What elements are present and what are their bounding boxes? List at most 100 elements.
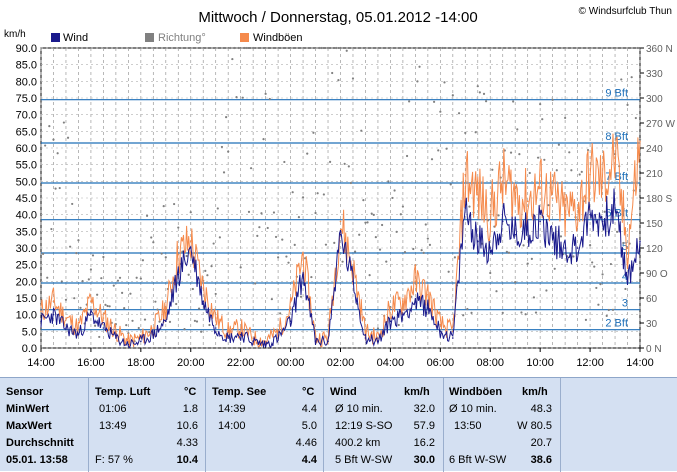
direction-point [279, 312, 282, 315]
x-tick-label: 06:00 [427, 357, 455, 369]
direction-point [187, 273, 190, 276]
direction-point [584, 318, 588, 321]
wind-data-point [626, 280, 629, 283]
direction-point [605, 314, 608, 317]
wind-data-point [302, 273, 304, 276]
wind-avg-value: 16.2 [413, 437, 435, 449]
direction-point [528, 171, 531, 175]
gusts-data-point [127, 340, 130, 343]
direction-point [543, 158, 546, 161]
direction-point [191, 287, 194, 291]
legend-gusts-label: Windböen [253, 32, 303, 44]
direction-point [291, 191, 294, 194]
wind-header: Wind [330, 386, 357, 398]
direction-point [93, 324, 97, 327]
direction-point [391, 196, 394, 200]
direction-point [551, 98, 554, 101]
wind-data-point [414, 300, 417, 303]
wind-data-point [364, 337, 367, 339]
direction-point [150, 236, 153, 239]
gusts-data-point [40, 310, 42, 313]
gusts-data-point [377, 337, 379, 339]
direction-point [204, 269, 207, 272]
direction-point [553, 267, 556, 270]
wind-chart: Mittwoch / Donnerstag, 05.01.2012 -14:00… [4, 6, 675, 369]
direction-point [464, 131, 467, 134]
wind-data-point [589, 213, 591, 216]
direction-point [71, 202, 74, 206]
direction-point [518, 152, 521, 156]
direction-point [235, 96, 238, 99]
gusts-data-point [52, 300, 55, 303]
direction-point [193, 319, 197, 322]
wind-data-point [214, 327, 217, 329]
y2-tick-label: 150 [646, 219, 663, 230]
wind-data-point [314, 340, 317, 343]
chart-title: Mittwoch / Donnerstag, 05.01.2012 -14:00 [198, 9, 477, 26]
wind-data-point [90, 313, 92, 316]
gusts-max-time: 13:50 [454, 420, 482, 432]
direction-point [422, 251, 425, 254]
direction-point [428, 243, 432, 246]
x-tick-label: 00:00 [277, 357, 305, 369]
direction-point [91, 254, 95, 257]
wind-data-point [77, 333, 80, 336]
lake-temp-min-time: 14:39 [218, 403, 246, 415]
direction-point [218, 236, 221, 239]
y-tick-label: 25.0 [16, 260, 37, 272]
gusts-beaufort: 6 Bft W-SW [449, 454, 507, 466]
lake-temp-current: 4.4 [301, 454, 317, 466]
direction-point [536, 156, 540, 159]
direction-point [405, 154, 409, 158]
wind-data-point [377, 340, 379, 343]
direction-point [616, 230, 619, 233]
legend-wind-swatch [51, 33, 60, 42]
direction-point [343, 162, 346, 165]
air-temp-avg-value: 4.33 [176, 437, 198, 449]
direction-point [52, 138, 55, 141]
wind-data-point [164, 320, 167, 323]
direction-point [283, 160, 286, 164]
direction-point [360, 129, 363, 132]
direction-point [572, 255, 575, 258]
direction-point [372, 213, 375, 217]
direction-point [578, 173, 581, 176]
direction-point [416, 80, 419, 83]
direction-point [441, 46, 444, 50]
lake-temp-min-value: 4.4 [301, 403, 317, 415]
wind-data-point [427, 307, 429, 309]
direction-point [87, 278, 90, 281]
direction-point [73, 297, 76, 300]
gusts-data-point [389, 307, 392, 309]
gusts-data-point [639, 140, 641, 143]
direction-point [624, 287, 627, 291]
direction-point [260, 212, 263, 215]
direction-point [449, 183, 452, 186]
wind-data-point [189, 247, 192, 249]
direction-point [489, 271, 492, 275]
air-temp-unit: °C [184, 386, 197, 398]
direction-point [116, 279, 120, 282]
direction-point [559, 235, 563, 238]
wind-data-point [514, 233, 517, 236]
sensor-header: Sensor [6, 386, 44, 398]
wind-data-point [152, 333, 155, 336]
y-tick-label: 35.0 [16, 226, 37, 238]
direction-point [164, 256, 167, 259]
direction-point [403, 251, 407, 254]
gusts-avg10-value: 48.3 [530, 403, 552, 415]
direction-point [247, 210, 251, 213]
direction-point [482, 92, 486, 95]
direction-point [393, 189, 396, 192]
direction-point [252, 46, 255, 50]
direction-point [358, 233, 361, 236]
gusts-data-point [227, 330, 229, 333]
direction-point [497, 214, 500, 217]
y-tick-label: 80.0 [16, 76, 37, 88]
wind-data-point [601, 220, 604, 223]
gusts-data-point [214, 317, 217, 319]
direction-point [310, 275, 313, 279]
direction-point [534, 311, 538, 314]
gusts-data-point [252, 337, 254, 339]
direction-point [557, 143, 560, 146]
